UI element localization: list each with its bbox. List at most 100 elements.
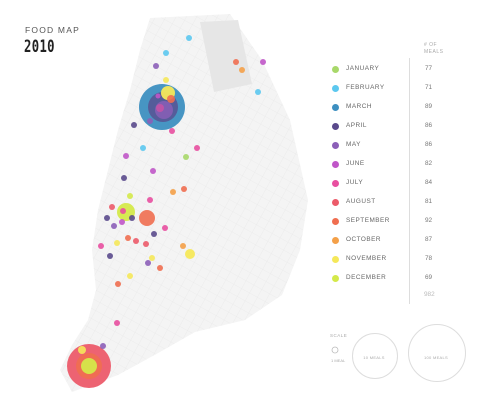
count-header-line2: MEALS	[424, 49, 444, 55]
meal-dot[interactable]	[145, 260, 151, 266]
september-dot	[332, 218, 339, 225]
meal-dot[interactable]	[119, 219, 125, 225]
meal-dot[interactable]	[155, 93, 161, 99]
meal-dot[interactable]	[114, 240, 120, 246]
meal-dot[interactable]	[131, 122, 137, 128]
meal-dots	[67, 35, 266, 388]
meal-dot[interactable]	[150, 168, 156, 174]
meal-dot[interactable]	[239, 67, 245, 73]
meal-dot[interactable]	[121, 175, 127, 181]
legend-count: 82	[425, 160, 433, 167]
meal-dot[interactable]	[260, 59, 266, 65]
meal-dot[interactable]	[111, 223, 117, 229]
meal-cluster-november-2[interactable]	[185, 249, 195, 259]
legend-label: OCTOBER	[346, 236, 381, 243]
meal-cluster-december-2[interactable]	[81, 358, 97, 374]
meal-dot[interactable]	[123, 153, 129, 159]
meal-dot-icon	[331, 346, 339, 354]
meal-dot[interactable]	[149, 255, 155, 261]
legend-label: SEPTEMBER	[346, 217, 390, 224]
august-dot	[332, 199, 339, 206]
legend-count: 86	[425, 122, 433, 129]
meal-dot[interactable]	[169, 128, 175, 134]
meal-dot[interactable]	[163, 77, 169, 83]
legend-row-august[interactable]: AUGUST 81	[332, 197, 442, 209]
legend-row-november[interactable]: NOVEMBER 78	[332, 254, 442, 266]
meal-dot[interactable]	[140, 145, 146, 151]
meal-dot[interactable]	[153, 63, 159, 69]
meal-dot[interactable]	[100, 343, 106, 349]
meal-dot[interactable]	[233, 59, 239, 65]
meal-dot[interactable]	[127, 193, 133, 199]
meal-cluster-november-3[interactable]	[78, 346, 86, 354]
legend-row-july[interactable]: JULY 84	[332, 178, 442, 190]
map-title: FOOD MAP	[25, 25, 80, 35]
scale-large-label: 100 MEALS	[423, 355, 449, 360]
legend-row-april[interactable]: APRIL 86	[332, 121, 442, 133]
july-dot	[332, 180, 339, 187]
meal-cluster-july[interactable]	[156, 104, 164, 112]
map-year: 2010	[24, 37, 55, 57]
legend-count: 69	[425, 274, 433, 281]
meal-dot[interactable]	[109, 204, 115, 210]
may-dot	[332, 142, 339, 149]
meal-dot[interactable]	[181, 186, 187, 192]
count-header: # OF MEALS	[424, 42, 443, 56]
october-dot	[332, 237, 339, 244]
meal-dot[interactable]	[180, 243, 186, 249]
meal-dot[interactable]	[104, 215, 110, 221]
legend-row-june[interactable]: JUNE 82	[332, 159, 442, 171]
meal-dot[interactable]	[151, 231, 157, 237]
meal-dot[interactable]	[127, 273, 133, 279]
legend-row-january[interactable]: JANUARY 77	[332, 64, 442, 76]
meal-dot[interactable]	[147, 118, 153, 124]
total-meals: 982	[424, 291, 435, 298]
meal-dot[interactable]	[129, 215, 135, 221]
legend-label: JULY	[346, 179, 364, 186]
february-dot	[332, 85, 339, 92]
meal-dot[interactable]	[98, 243, 104, 249]
june-dot	[332, 161, 339, 168]
legend-label: APRIL	[346, 122, 367, 129]
legend-label: MAY	[346, 141, 361, 148]
meal-dot[interactable]	[183, 154, 189, 160]
legend-row-october[interactable]: OCTOBER 87	[332, 235, 442, 247]
legend-label: JANUARY	[346, 65, 380, 72]
january-dot	[332, 66, 339, 73]
april-dot	[332, 123, 339, 130]
legend-label: DECEMBER	[346, 274, 387, 281]
legend-row-february[interactable]: FEBRUARY 71	[332, 83, 442, 95]
meal-dot[interactable]	[115, 281, 121, 287]
legend-count: 71	[425, 84, 433, 91]
meal-dot[interactable]	[255, 89, 261, 95]
meal-dot[interactable]	[163, 50, 169, 56]
meal-dot[interactable]	[194, 145, 200, 151]
meal-dot[interactable]	[107, 253, 113, 259]
meal-dot[interactable]	[157, 265, 163, 271]
legend-row-march[interactable]: MARCH 89	[332, 102, 442, 114]
central-park	[200, 20, 252, 92]
meal-cluster-september[interactable]	[167, 95, 175, 103]
meal-dot[interactable]	[147, 197, 153, 203]
legend-divider	[409, 58, 410, 304]
meal-dot[interactable]	[125, 235, 131, 241]
meal-dot[interactable]	[143, 241, 149, 247]
meal-dot[interactable]	[114, 320, 120, 326]
legend-row-december[interactable]: DECEMBER 69	[332, 273, 442, 285]
legend-label: JUNE	[346, 160, 365, 167]
meal-dot[interactable]	[120, 208, 126, 214]
legend-count: 77	[425, 65, 433, 72]
count-header-line1: # OF	[424, 42, 438, 48]
legend-count: 92	[425, 217, 433, 224]
meal-dot[interactable]	[170, 189, 176, 195]
meal-dot[interactable]	[186, 35, 192, 41]
meal-dot[interactable]	[162, 225, 168, 231]
march-dot	[332, 104, 339, 111]
legend-label: NOVEMBER	[346, 255, 387, 262]
legend-row-may[interactable]: MAY 86	[332, 140, 442, 152]
meal-dot[interactable]	[133, 238, 139, 244]
legend-row-september[interactable]: SEPTEMBER 92	[332, 216, 442, 228]
meal-cluster-september-2[interactable]	[139, 210, 155, 226]
